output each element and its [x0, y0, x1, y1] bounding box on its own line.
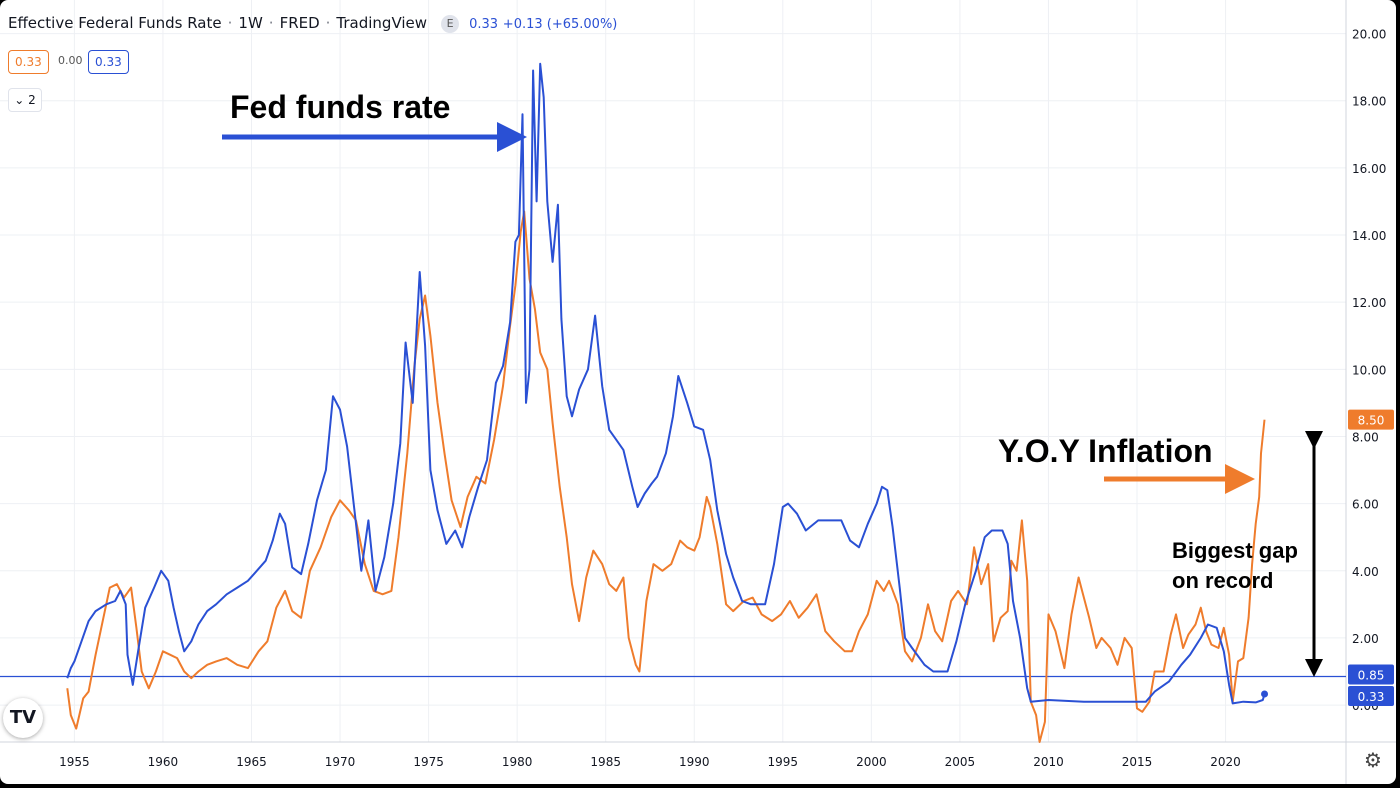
tradingview-logo[interactable]: TV	[3, 698, 43, 738]
fed-funds-annotation: Fed funds rate	[230, 89, 450, 125]
hline-price-label: 0.85	[1358, 669, 1385, 683]
fed-last-point	[1261, 690, 1269, 698]
y-tick-label: 10.00	[1352, 363, 1386, 377]
y-tick-label: 12.00	[1352, 296, 1386, 310]
x-tick-label: 1965	[236, 755, 267, 769]
y-tick-label: 14.00	[1352, 229, 1386, 243]
collapse-indicators-button[interactable]: ⌄ 2	[8, 88, 42, 112]
inflation-price-label: 8.50	[1358, 414, 1385, 428]
platform-label: TradingView	[336, 14, 428, 32]
x-tick-label: 1975	[413, 755, 444, 769]
orange-value-pill[interactable]: 0.33	[8, 50, 49, 74]
inflation-price-label-bg	[1348, 409, 1394, 430]
x-tick-label: 2000	[856, 755, 887, 769]
blue-value-pill[interactable]: 0.33	[88, 50, 129, 74]
symbol-title[interactable]: Effective Federal Funds Rate	[8, 14, 222, 32]
x-tick-label: 1970	[325, 755, 356, 769]
gear-icon[interactable]: ⚙	[1364, 748, 1382, 772]
gap-annotation-line2: on record	[1172, 568, 1273, 593]
gap-annotation-line1: Biggest gap	[1172, 538, 1298, 563]
x-tick-label: 1985	[590, 755, 621, 769]
y-tick-label: 20.00	[1352, 28, 1386, 42]
x-tick-label: 2020	[1210, 755, 1241, 769]
exchange-badge: E	[441, 15, 460, 33]
y-tick-label: 6.00	[1352, 498, 1379, 512]
interval-label[interactable]: 1W	[238, 14, 263, 32]
y-tick-label: 18.00	[1352, 95, 1386, 109]
x-tick-label: 1980	[502, 755, 533, 769]
y-tick-label: 2.00	[1352, 632, 1379, 646]
last-value: 0.33	[469, 17, 499, 32]
fed-funds-rate-line[interactable]	[66, 62, 1266, 705]
x-tick-label: 1960	[148, 755, 179, 769]
x-tick-label: 1995	[768, 755, 799, 769]
fed-price-label-bg	[1348, 685, 1394, 706]
legend-header: Effective Federal Funds Rate · 1W · FRED · Tra…	[8, 14, 618, 33]
x-tick-label: 2010	[1033, 755, 1064, 769]
y-tick-label: 8.00	[1352, 430, 1379, 444]
inflation-line[interactable]	[66, 210, 1266, 743]
x-tick-label: 2005	[945, 755, 976, 769]
zero-value-pill: 0.00	[58, 54, 83, 67]
source-label: FRED	[279, 14, 320, 32]
indicator-count: 2	[28, 93, 36, 107]
x-tick-label: 2015	[1122, 755, 1153, 769]
y-tick-label: 4.00	[1352, 565, 1379, 579]
hline-price-label-bg	[1348, 664, 1394, 685]
chevron-down-icon: ⌄	[14, 93, 25, 107]
fed-price-label: 0.33	[1358, 690, 1385, 704]
inflation-annotation: Y.O.Y Inflation	[998, 433, 1213, 469]
change-value: +0.13 (+65.00%)	[502, 17, 618, 32]
x-tick-label: 1955	[59, 755, 90, 769]
y-tick-label: 16.00	[1352, 162, 1386, 176]
x-tick-label: 1990	[679, 755, 710, 769]
